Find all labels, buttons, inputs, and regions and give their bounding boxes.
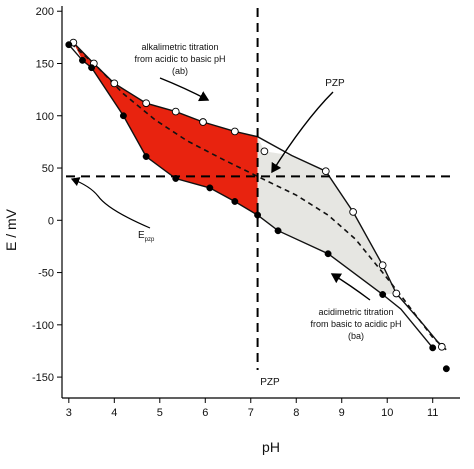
y-tick-label: -100 bbox=[32, 320, 54, 332]
pzp-label-bottom: PZP bbox=[260, 377, 280, 388]
filled-marker bbox=[206, 184, 214, 192]
arrow-ba bbox=[330, 273, 371, 301]
filled-marker bbox=[379, 291, 387, 298]
open-marker bbox=[349, 208, 357, 216]
lower-boundary-curve bbox=[68, 44, 434, 349]
filled-marker bbox=[119, 112, 127, 120]
open-marker bbox=[171, 107, 180, 116]
open-marker bbox=[230, 127, 239, 136]
e-pzp-sub: pzp bbox=[145, 237, 155, 243]
loop-ba-fill bbox=[257, 136, 397, 295]
filled-marker bbox=[231, 198, 239, 205]
open-marker bbox=[437, 342, 446, 351]
filled-marker bbox=[254, 211, 262, 219]
x-tick-label: 5 bbox=[157, 407, 163, 419]
axes: 3 4 5 6 7 8 9 10 11 -150 -100 -50 0 50 100 150 200 bbox=[32, 6, 460, 419]
y-tick-label: 150 bbox=[36, 58, 54, 70]
filled-marker bbox=[429, 344, 437, 352]
open-marker bbox=[110, 79, 119, 88]
open-marker bbox=[378, 261, 387, 270]
open-marker bbox=[142, 99, 150, 108]
annotation-ab-line3: (ab) bbox=[172, 66, 188, 76]
x-tick-label: 9 bbox=[339, 407, 345, 419]
open-marker bbox=[321, 167, 330, 176]
x-tick-label: 6 bbox=[202, 407, 208, 419]
y-tick-label: -50 bbox=[38, 268, 54, 280]
filled-marker bbox=[65, 41, 73, 49]
e-pzp-main: E bbox=[138, 230, 145, 241]
y-axis-label: E / mV bbox=[3, 208, 19, 251]
filled-marker bbox=[172, 175, 180, 182]
filled-marker bbox=[324, 250, 332, 258]
x-tick-label: 11 bbox=[427, 407, 438, 419]
x-axis-label: pH bbox=[262, 439, 280, 455]
open-marker bbox=[260, 147, 269, 156]
x-tick-label: 4 bbox=[111, 407, 117, 419]
y-tick-label: 0 bbox=[48, 215, 54, 227]
filled-marker bbox=[142, 153, 150, 160]
filled-marker bbox=[274, 227, 282, 235]
arrow-e-pzp bbox=[70, 177, 151, 229]
plot-area bbox=[65, 8, 456, 373]
open-marker bbox=[392, 289, 401, 298]
y-tick-label: 50 bbox=[42, 163, 54, 175]
pzp-label-top: PZP bbox=[325, 78, 345, 89]
loop-ab-fill bbox=[73, 42, 258, 216]
x-tick-label: 10 bbox=[381, 407, 393, 419]
filled-marker bbox=[88, 64, 96, 72]
arrow-pzp bbox=[271, 91, 334, 174]
open-marker bbox=[199, 118, 207, 126]
annotation-ab-line1: alkalimetric titration bbox=[141, 42, 218, 52]
x-tick-label: 8 bbox=[293, 407, 299, 419]
e-pzp-label: Epzp bbox=[138, 230, 155, 243]
annotation-ba-line1: acidimetric titration bbox=[318, 307, 393, 317]
x-tick-label: 3 bbox=[66, 407, 72, 419]
annotation-ba-line3: (ba) bbox=[348, 331, 364, 341]
x-tick-label: 7 bbox=[248, 407, 254, 419]
y-tick-label: -150 bbox=[32, 372, 54, 384]
arrow-ab bbox=[159, 77, 210, 102]
y-tick-label: 200 bbox=[36, 6, 54, 18]
annotations: alkalimetric titration from acidic to ba… bbox=[3, 42, 402, 455]
y-tick-label: 100 bbox=[36, 111, 54, 123]
annotation-ab-line2: from acidic to basic pH bbox=[134, 54, 225, 64]
filled-marker bbox=[442, 365, 450, 373]
annotation-ba-line2: from basic to acidic pH bbox=[310, 319, 401, 329]
filled-marker bbox=[79, 56, 86, 64]
